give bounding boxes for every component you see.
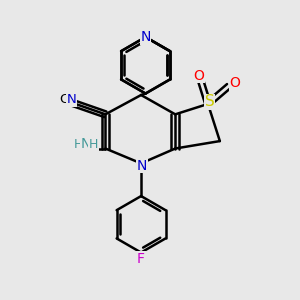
Text: N: N bbox=[81, 137, 91, 151]
Text: N: N bbox=[66, 93, 76, 106]
Text: O: O bbox=[229, 76, 240, 90]
Text: S: S bbox=[205, 94, 214, 110]
Text: H: H bbox=[89, 138, 98, 151]
Text: C: C bbox=[59, 93, 68, 106]
Text: N: N bbox=[136, 159, 147, 173]
Text: O: O bbox=[194, 69, 205, 83]
Text: N: N bbox=[140, 30, 151, 44]
Text: H: H bbox=[74, 138, 83, 151]
Text: F: F bbox=[137, 252, 145, 266]
